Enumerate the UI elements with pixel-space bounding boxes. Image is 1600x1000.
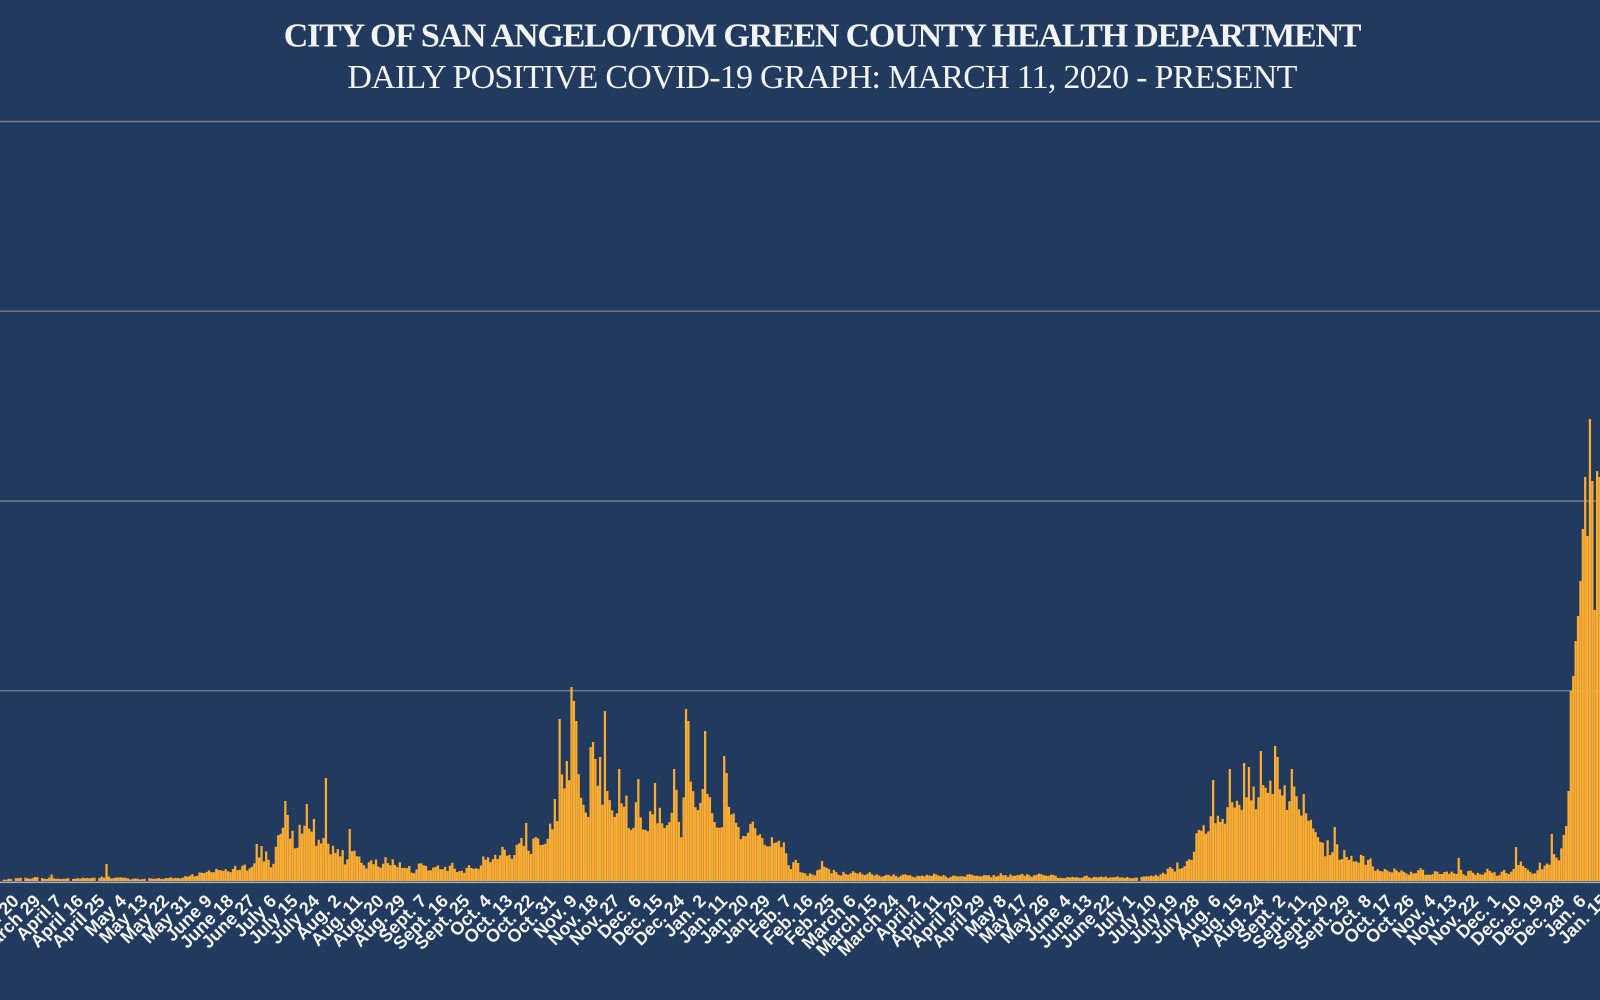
svg-text:CITY OF SAN ANGELO/TOM GREEN C: CITY OF SAN ANGELO/TOM GREEN COUNTY HEAL… [284,18,1362,55]
svg-text:DAILY POSITIVE COVID-19 GRAPH:: DAILY POSITIVE COVID-19 GRAPH: MARCH 11,… [347,59,1297,96]
